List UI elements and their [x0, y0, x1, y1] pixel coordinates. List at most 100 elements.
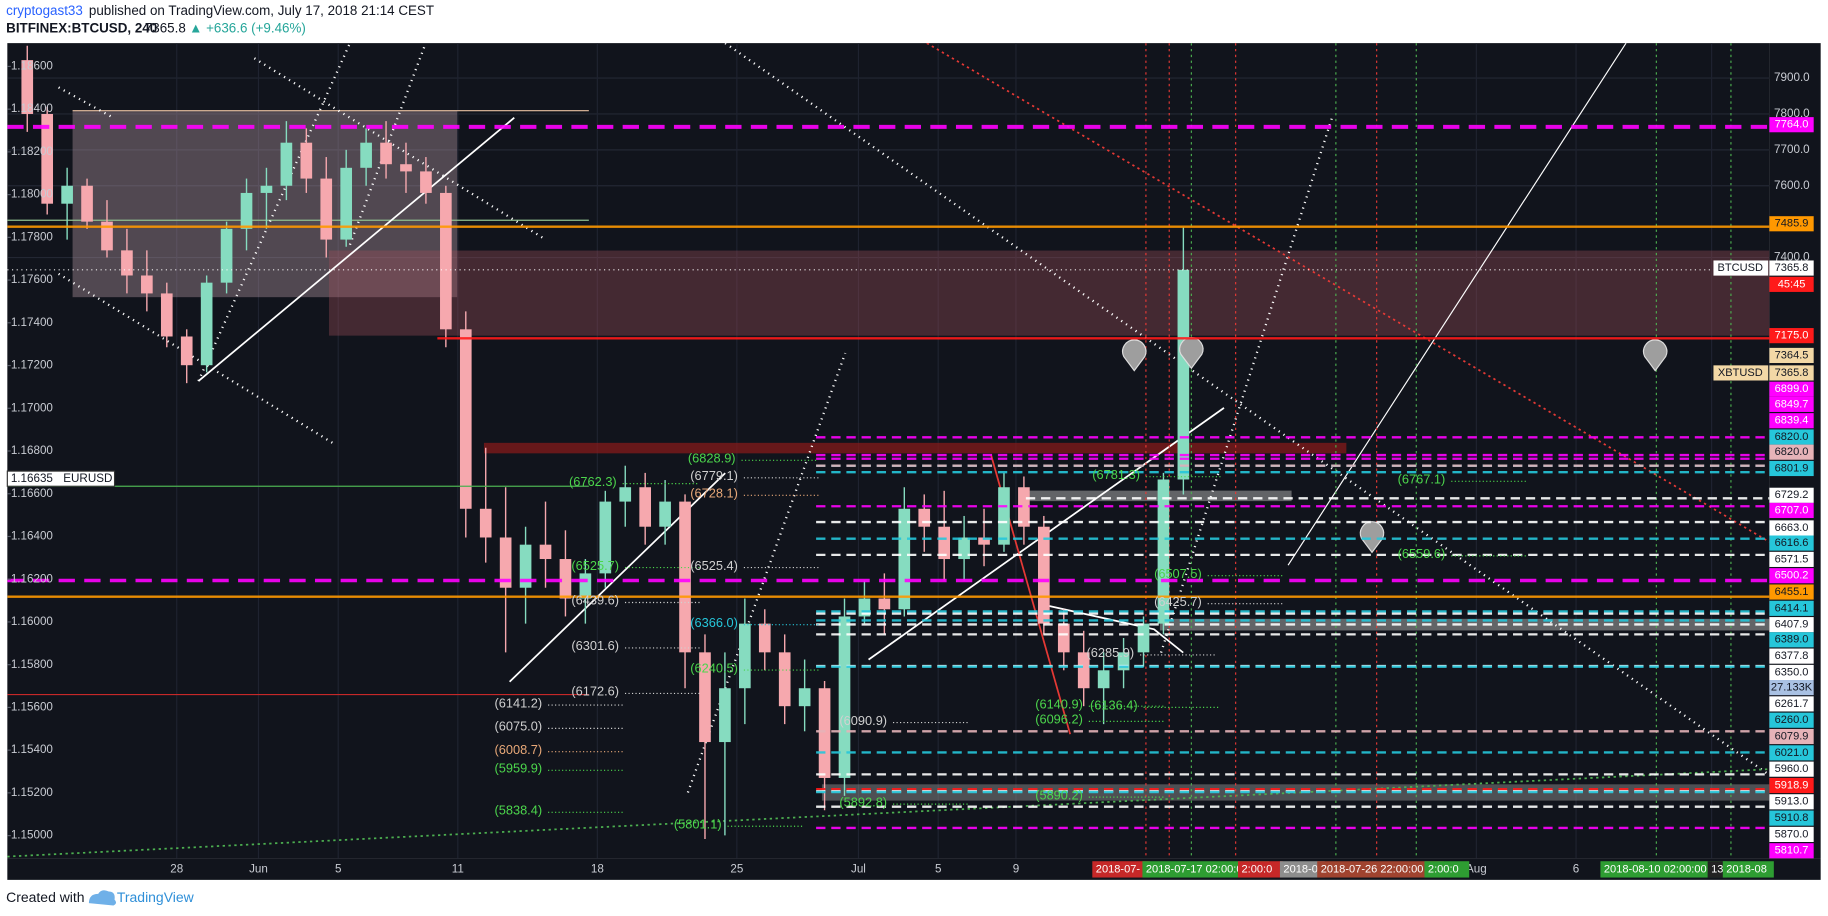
price-tag-label: 6377.8 — [1775, 650, 1809, 662]
candle-body — [320, 178, 333, 240]
candle-body — [21, 60, 34, 114]
candle-body — [180, 336, 193, 366]
pin[interactable] — [1359, 521, 1385, 554]
x-tick-label: 5 — [335, 862, 341, 875]
price-tag-label: 6820.0 — [1775, 431, 1809, 443]
time-axis — [7, 858, 1821, 880]
price-tag — [1769, 568, 1814, 584]
y2-tick-label: 1.16400 — [11, 530, 54, 543]
price-tag — [1769, 260, 1814, 276]
candle-body — [479, 508, 492, 538]
change: ▲ +636.6 (+9.46%) — [189, 21, 306, 36]
author[interactable]: cryptogast33 — [6, 3, 83, 18]
price-tag — [1769, 551, 1814, 567]
candle-body — [300, 142, 313, 179]
candle-body — [579, 573, 592, 599]
y2-tick-label: 1.18200 — [11, 145, 54, 158]
price-tag-label: 7764.0 — [1775, 119, 1809, 131]
pin[interactable] — [1642, 339, 1668, 372]
dotted-line — [7, 768, 1770, 858]
y2-tick-label: 1.16600 — [11, 487, 54, 500]
price-tag-label: 6389.0 — [1775, 634, 1809, 646]
footer-created: Created with — [6, 889, 84, 905]
price-tag-label: 5918.9 — [1775, 779, 1809, 791]
candle-body — [499, 537, 512, 588]
price-tag-label: 6616.6 — [1775, 537, 1809, 549]
candle-body — [719, 688, 731, 743]
price-tag-label: 7364.5 — [1775, 349, 1809, 361]
price-tag-label: 45:45 — [1778, 278, 1806, 290]
candle-body — [141, 275, 153, 294]
candle-body — [101, 221, 113, 251]
price-tag-label: 6079.9 — [1775, 730, 1809, 742]
candle-body — [340, 167, 353, 240]
candle-body — [878, 598, 891, 610]
time-badge-label: 2:00:0 — [1241, 863, 1272, 875]
time-badge-label: 2018-07- — [1096, 863, 1141, 875]
price-tag-label: 5960.0 — [1775, 763, 1809, 775]
x-tick-label: Jul — [851, 862, 866, 875]
price-tag — [1769, 365, 1814, 381]
annotation: (6762.3) — [569, 474, 617, 489]
x-tick-label: 18 — [591, 862, 604, 875]
price-tag-label: 6414.1 — [1775, 602, 1809, 614]
annotation: (6781.3) — [1092, 467, 1140, 482]
candle-body — [539, 544, 552, 560]
candle-body — [1057, 623, 1070, 653]
price-tag — [1769, 617, 1814, 633]
annotation: (6559.6) — [1398, 546, 1446, 561]
candle-body — [798, 688, 811, 707]
dotted-line — [57, 272, 334, 444]
annotation: (6425.7) — [1154, 594, 1202, 609]
plot: (6828.9) (6779.1) (6728.1) (6762.3) (6525.7)… — [7, 43, 1770, 859]
y2-tick-label: 1.15200 — [11, 786, 54, 799]
time-badge-label: 2018-08-10 02:00:00 — [1604, 863, 1707, 875]
candle-body — [1137, 623, 1150, 653]
candle-body — [280, 142, 293, 186]
annotation: (6728.1) — [690, 486, 738, 501]
annotation: (5959.9) — [494, 761, 542, 776]
candle-body — [160, 293, 173, 337]
eurusd-name: EURUSD — [63, 472, 112, 485]
price-tag — [1769, 680, 1814, 696]
price-tag — [1769, 276, 1814, 292]
y2-tick-label: 1.17200 — [11, 359, 54, 372]
price-tag — [1769, 328, 1814, 344]
zone — [483, 442, 1347, 454]
time-badge — [1237, 861, 1283, 878]
annotation: (6172.6) — [571, 684, 619, 699]
price-tag-label: 6261.7 — [1775, 698, 1809, 710]
price-tag-label: 6801.9 — [1775, 462, 1809, 474]
candle-body — [599, 501, 612, 574]
annotation: (6439.6) — [571, 593, 619, 608]
pin[interactable] — [1122, 339, 1147, 372]
candle-body — [240, 192, 253, 229]
y2-tick-label: 1.18000 — [11, 188, 54, 201]
price-tag-label: 7365.8 — [1775, 367, 1809, 379]
candle-body — [619, 487, 632, 502]
price-tag — [1769, 444, 1814, 460]
price-tag — [1769, 794, 1814, 810]
annotation: (6828.9) — [688, 451, 736, 466]
price-tag-label: 6820.0 — [1775, 446, 1809, 458]
candle-body — [659, 501, 671, 527]
footer-brand[interactable]: TradingView — [117, 889, 195, 905]
annotation: (5890.2) — [1035, 787, 1083, 802]
time-badge — [1424, 861, 1470, 878]
brand-logo — [88, 890, 117, 906]
y-tick-label: 7600.0 — [1774, 179, 1810, 192]
price-tag — [1769, 584, 1814, 600]
candle-body — [81, 185, 93, 222]
annotation: (5892.8) — [839, 794, 887, 809]
annotation: (6767.1) — [1398, 472, 1446, 487]
price-tag — [1769, 843, 1814, 859]
y2-tick-label: 1.15600 — [11, 700, 54, 713]
y2-tick-label: 1.16000 — [11, 615, 54, 628]
dotted-lines — [57, 43, 1770, 793]
x-tick-label: Aug — [1466, 862, 1487, 875]
price-tag-label: 6707.0 — [1775, 504, 1809, 516]
y2-tick-label: 1.15000 — [11, 829, 54, 842]
x-tick-label: Jun — [249, 862, 268, 875]
candle-body — [41, 113, 54, 204]
